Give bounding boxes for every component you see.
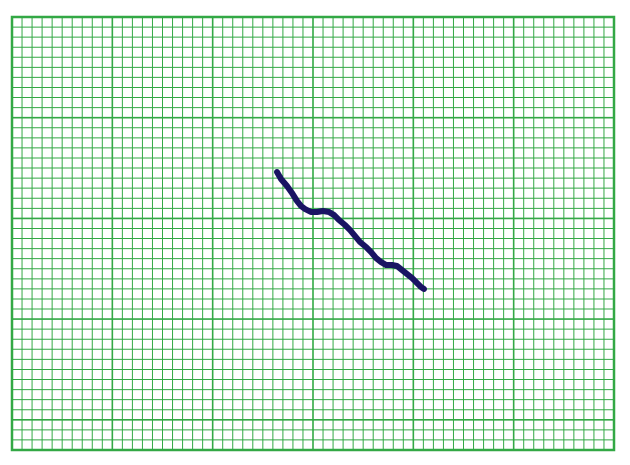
drawn-stroke bbox=[274, 169, 427, 292]
grid-border bbox=[10, 15, 616, 452]
grid-lines bbox=[12, 17, 614, 450]
